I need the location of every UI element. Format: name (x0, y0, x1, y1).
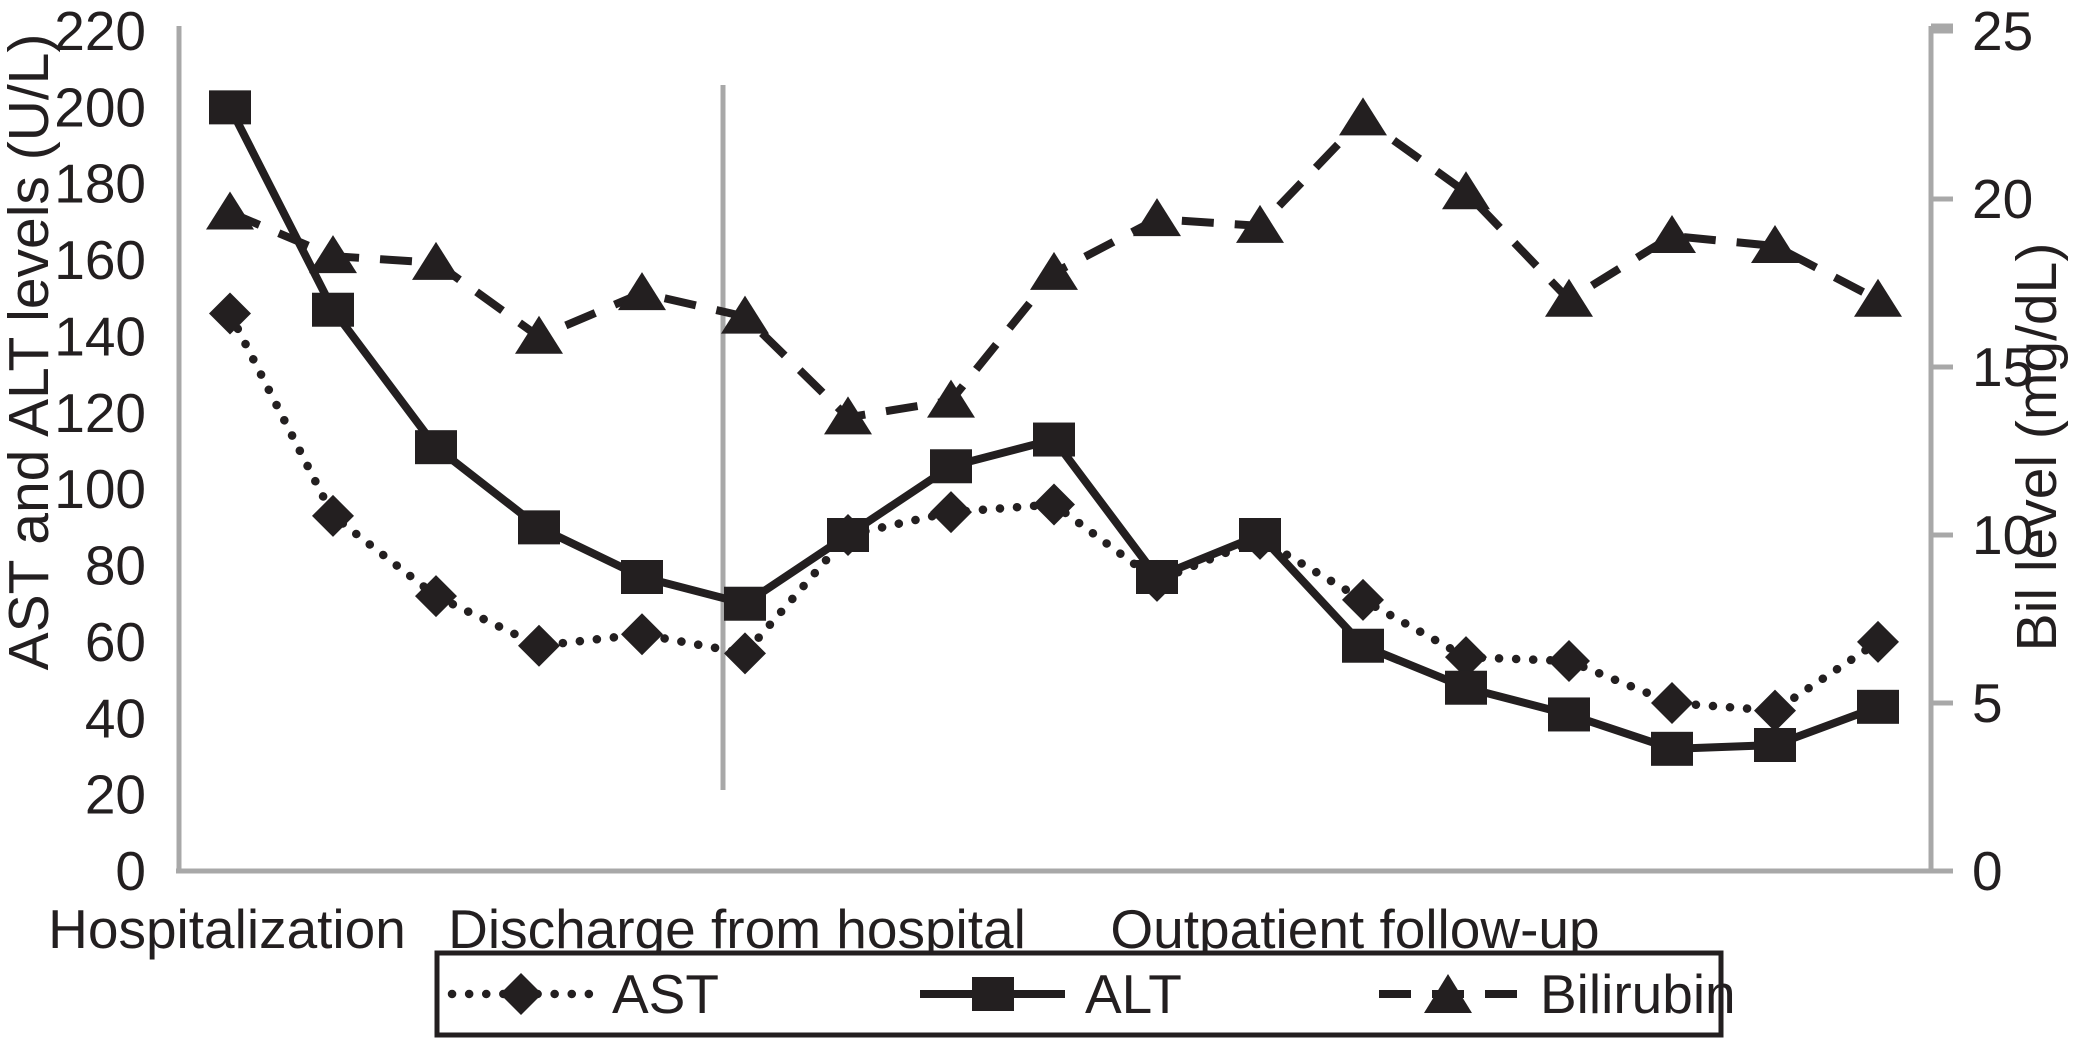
series-ast (209, 292, 1899, 732)
alt-point-11 (1239, 518, 1281, 552)
alt-point-13 (1445, 670, 1487, 705)
ast-point-9 (1033, 483, 1075, 526)
left-tick-label-200: 200 (54, 76, 146, 138)
alt-point-9 (1033, 422, 1075, 457)
bilirubin-point-8 (927, 379, 975, 418)
alt-point-7 (827, 518, 869, 552)
legend-box: AST ALT Bilirubin (434, 950, 1736, 1038)
bilirubin-point-13 (1442, 171, 1490, 210)
ast-point-16 (1754, 689, 1796, 732)
bilirubin-point-11 (1236, 204, 1284, 243)
alt-point-2 (312, 292, 354, 327)
right-axis-tick-labels: 25 20 15 10 5 0 (1931, 0, 2033, 902)
left-tick-label-120: 120 (54, 382, 146, 444)
triangle-icon (1424, 974, 1472, 1013)
alt-point-5 (621, 560, 663, 594)
right-tick-label-15: 15 (1972, 336, 2033, 398)
alt-point-3 (415, 430, 457, 465)
left-tick-label-160: 160 (54, 229, 146, 291)
ast-point-13 (1445, 636, 1487, 679)
right-tick-label-10: 10 (1972, 504, 2033, 566)
left-tick-label-80: 80 (85, 535, 146, 597)
bilirubin-point-3 (412, 241, 460, 280)
alt-point-6 (724, 586, 766, 621)
bilirubin-point-5 (618, 272, 666, 311)
ast-point-3 (415, 575, 457, 618)
legend-label-bilirubin: Bilirubin (1540, 963, 1736, 1025)
alt-point-15 (1651, 731, 1693, 766)
right-tick-label-20: 20 (1972, 168, 2033, 230)
right-tick-label-5: 5 (1972, 672, 2003, 734)
alt-point-1 (209, 90, 251, 125)
x-label-outpatient: Outpatient follow-up (1110, 898, 1599, 960)
alt-point-4 (518, 510, 560, 545)
ast-point-2 (312, 494, 354, 537)
ast-point-5 (621, 613, 663, 656)
bilirubin-point-16 (1751, 225, 1799, 264)
x-label-hospitalization: Hospitalization (48, 898, 406, 960)
alt-point-12 (1342, 628, 1384, 663)
ast-point-6 (724, 632, 766, 675)
left-axis-title: AST and ALT levels (U/L) (0, 34, 61, 671)
bilirubin-point-10 (1133, 198, 1181, 237)
x-label-discharge: Discharge from hospital (448, 898, 1026, 960)
bilirubin-point-2 (309, 235, 357, 274)
series-bilirubin (206, 97, 1902, 435)
right-tick-label-0: 0 (1972, 840, 2003, 902)
bilirubin-point-4 (515, 315, 563, 354)
legend-item-bilirubin: Bilirubin (1379, 963, 1736, 1025)
legend-label-ast: AST (612, 963, 719, 1025)
legend-item-ast: AST (447, 963, 719, 1025)
alt-point-8 (930, 449, 972, 484)
alt-point-16 (1754, 728, 1796, 762)
square-icon (972, 977, 1014, 1011)
legend-label-alt: ALT (1085, 963, 1182, 1025)
right-axis-title: Bil level (mg/dL) (2005, 243, 2069, 652)
ast-point-4 (518, 624, 560, 667)
legend-item-alt: ALT (920, 963, 1182, 1025)
bilirubin-point-6 (721, 295, 769, 334)
bilirubin-point-7 (824, 396, 872, 435)
bilirubin-point-1 (206, 191, 254, 230)
left-tick-label-60: 60 (85, 611, 146, 673)
ast-point-14 (1548, 640, 1590, 682)
ast-point-15 (1651, 682, 1693, 724)
ast-point-12 (1342, 578, 1384, 621)
diamond-icon (500, 973, 542, 1015)
ast-point-1 (209, 292, 251, 335)
series-layer (206, 90, 1902, 766)
bilirubin-point-14 (1545, 278, 1593, 317)
series-alt (209, 90, 1899, 766)
alt-point-14 (1548, 697, 1590, 732)
left-tick-label-40: 40 (85, 687, 146, 749)
bilirubin-point-17 (1854, 278, 1902, 317)
right-tick-label-25: 25 (1972, 0, 2033, 62)
left-tick-label-20: 20 (85, 764, 146, 826)
alt-point-17 (1857, 689, 1899, 724)
bilirubin-point-9 (1030, 251, 1078, 290)
bilirubin-point-15 (1648, 214, 1696, 253)
left-tick-label-220: 220 (54, 0, 146, 62)
bilirubin-point-12 (1339, 97, 1387, 136)
ast-point-17 (1857, 620, 1899, 663)
alt-point-10 (1136, 560, 1178, 594)
left-tick-label-0: 0 (115, 840, 146, 902)
ast-point-8 (930, 491, 972, 534)
left-tick-label-100: 100 (54, 458, 146, 520)
left-tick-label-180: 180 (54, 153, 146, 215)
left-tick-label-140: 140 (54, 305, 146, 367)
